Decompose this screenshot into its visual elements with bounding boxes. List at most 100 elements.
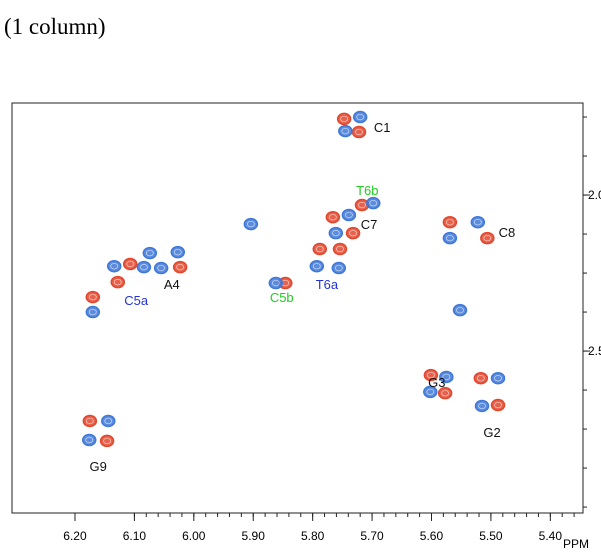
peak-contour	[358, 201, 366, 209]
peak-label: C8	[499, 225, 516, 240]
peak-contour	[173, 248, 182, 256]
peak-contour	[176, 263, 185, 271]
peak-contour	[369, 199, 378, 207]
peak-label: G2	[483, 425, 500, 440]
peak-contour	[157, 264, 166, 272]
x-axis-label: PPM	[563, 537, 589, 551]
peak	[351, 125, 367, 139]
peak-contour	[88, 308, 97, 316]
peak	[153, 261, 169, 275]
peak	[452, 303, 468, 317]
peak-contour	[85, 436, 94, 444]
peak	[142, 246, 158, 260]
peak-label: C5a	[124, 293, 149, 308]
peak-contour	[355, 128, 363, 136]
peak-contour	[473, 218, 482, 226]
peak-label: C5b	[270, 290, 294, 305]
peak-contour	[442, 373, 451, 381]
peak	[345, 226, 361, 240]
peak	[442, 231, 458, 245]
peak-label: G3	[428, 375, 445, 390]
peak	[352, 110, 368, 124]
peak-contour	[103, 437, 111, 445]
peak	[490, 398, 506, 412]
y-tick-label: 2.00	[588, 188, 601, 202]
peak-contour	[126, 260, 135, 268]
peak	[82, 414, 98, 428]
peak	[331, 261, 347, 275]
x-tick-label: 5.40	[539, 529, 563, 543]
peak	[170, 245, 186, 259]
peak	[81, 433, 97, 447]
peak-contour	[349, 229, 357, 237]
peak	[110, 275, 126, 289]
peak	[423, 368, 439, 382]
peak-contour	[483, 234, 492, 242]
peak-contour	[312, 262, 321, 270]
peak	[336, 112, 352, 126]
peak	[85, 290, 101, 304]
peak-contour	[341, 127, 350, 135]
peak	[309, 259, 325, 273]
peak	[338, 124, 353, 138]
x-tick-label: 5.50	[479, 529, 503, 543]
peak-contour	[494, 401, 502, 409]
peak-contour	[340, 115, 349, 123]
peak	[341, 208, 357, 222]
peak-contour	[426, 388, 435, 396]
peak-label: T6a	[316, 277, 339, 292]
peak-label: C1	[374, 120, 391, 135]
peak-contour	[88, 293, 97, 301]
peak-contour	[331, 229, 340, 237]
peak-contour	[336, 245, 344, 253]
x-tick-label: 6.00	[182, 529, 206, 543]
x-tick-label: 5.70	[360, 529, 384, 543]
peak-contour	[110, 262, 119, 270]
peak-label: C7	[361, 217, 378, 232]
peak	[99, 434, 115, 448]
peak	[312, 242, 328, 256]
y-tick-label: 2.50	[588, 344, 601, 358]
peak-contour	[494, 375, 502, 382]
peak-contour	[140, 263, 148, 271]
peak	[470, 215, 486, 229]
peak	[332, 242, 348, 256]
peak-contour	[446, 218, 454, 226]
peak-contour	[356, 113, 365, 121]
x-tick-label: 5.90	[242, 529, 266, 543]
peak	[268, 276, 284, 290]
peak-contour	[113, 278, 122, 286]
peak	[101, 414, 116, 428]
peak-label: T6b	[356, 183, 378, 198]
peak-contour	[315, 245, 324, 253]
plot-frame	[11, 102, 584, 514]
peak	[325, 210, 341, 224]
peak	[106, 259, 122, 273]
peak	[136, 260, 152, 274]
x-tick-label: 6.20	[63, 529, 87, 543]
peak-contour	[446, 234, 454, 242]
peak-contour	[104, 417, 113, 425]
peak-contour	[246, 220, 255, 228]
peak	[439, 370, 454, 384]
x-tick-label: 6.10	[123, 529, 147, 543]
peak	[473, 371, 489, 385]
peak-contour	[476, 375, 485, 382]
peak	[122, 257, 138, 271]
peak	[480, 231, 495, 245]
peak	[328, 226, 344, 240]
x-tick-label: 5.80	[301, 529, 325, 543]
peak	[243, 217, 259, 231]
peak-contour	[145, 249, 154, 257]
peak-label: G9	[89, 459, 106, 474]
peak	[85, 305, 101, 319]
peak	[490, 371, 506, 385]
peak	[437, 386, 453, 400]
peak-contour	[271, 279, 280, 287]
peak-contour	[426, 371, 435, 379]
peak-contour	[478, 402, 486, 410]
peak	[423, 385, 438, 399]
peak-contour	[328, 214, 337, 221]
peak-contour	[456, 306, 464, 314]
